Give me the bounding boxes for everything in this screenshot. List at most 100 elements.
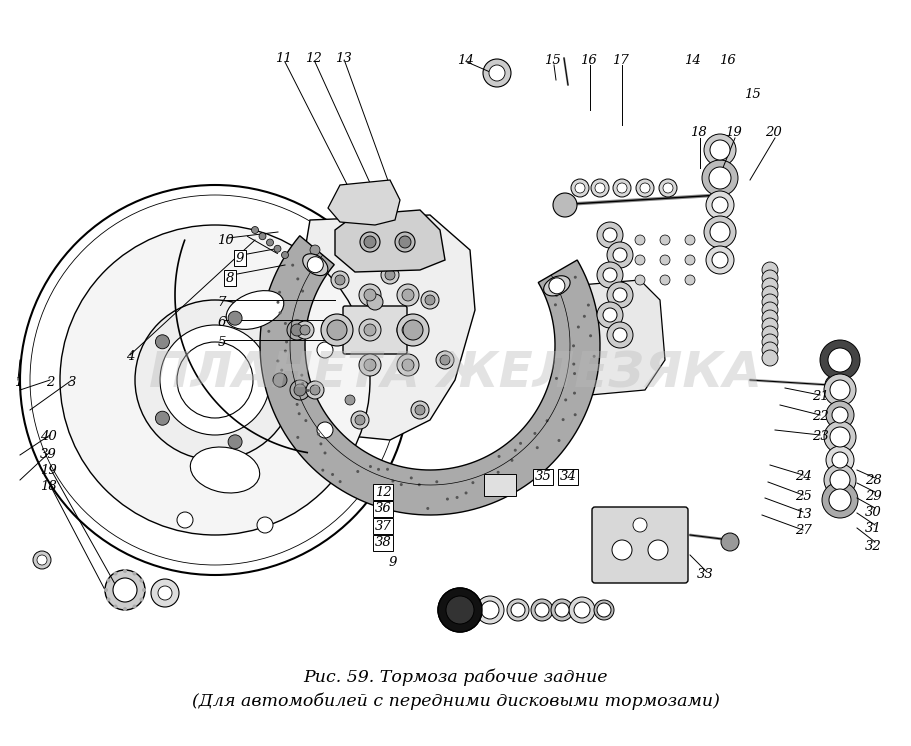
Circle shape [344, 320, 354, 330]
Circle shape [488, 65, 505, 81]
Circle shape [33, 551, 51, 569]
Circle shape [762, 278, 777, 294]
Circle shape [363, 289, 375, 301]
Circle shape [327, 320, 346, 340]
Circle shape [310, 385, 320, 395]
Circle shape [721, 533, 738, 551]
Circle shape [562, 327, 565, 330]
Circle shape [554, 294, 557, 297]
Circle shape [344, 395, 354, 405]
Circle shape [366, 294, 383, 310]
Circle shape [527, 466, 529, 468]
Circle shape [762, 310, 777, 326]
Polygon shape [328, 180, 400, 225]
Circle shape [20, 185, 410, 575]
Circle shape [632, 518, 646, 532]
Circle shape [582, 364, 585, 367]
Circle shape [359, 319, 381, 341]
Circle shape [535, 603, 548, 617]
Circle shape [825, 401, 853, 429]
Circle shape [684, 235, 694, 245]
Circle shape [762, 286, 777, 302]
Circle shape [510, 603, 525, 617]
Text: 9: 9 [388, 556, 397, 568]
Circle shape [426, 493, 429, 496]
Circle shape [575, 316, 578, 319]
Circle shape [710, 222, 729, 242]
Text: 23: 23 [811, 430, 827, 444]
FancyBboxPatch shape [591, 507, 687, 583]
Circle shape [573, 602, 589, 618]
Circle shape [291, 367, 294, 370]
Circle shape [281, 409, 284, 412]
Circle shape [701, 160, 737, 196]
Circle shape [107, 598, 110, 601]
Circle shape [827, 348, 851, 372]
Circle shape [302, 410, 305, 413]
Circle shape [177, 512, 193, 528]
Circle shape [829, 380, 849, 400]
Text: 8: 8 [226, 272, 234, 284]
Polygon shape [294, 215, 475, 440]
Text: 27: 27 [793, 524, 811, 538]
Circle shape [597, 222, 622, 248]
Circle shape [465, 493, 467, 496]
Circle shape [402, 324, 414, 336]
Circle shape [385, 469, 388, 472]
Circle shape [824, 374, 855, 406]
Circle shape [586, 334, 589, 337]
Text: 22: 22 [811, 410, 827, 424]
Circle shape [593, 600, 613, 620]
Circle shape [296, 321, 313, 339]
Circle shape [363, 236, 375, 248]
Circle shape [486, 495, 489, 498]
Circle shape [251, 227, 258, 233]
Polygon shape [260, 236, 599, 515]
Ellipse shape [190, 447, 260, 493]
Circle shape [762, 342, 777, 358]
FancyBboxPatch shape [343, 306, 406, 354]
Circle shape [421, 291, 438, 309]
Text: 1: 1 [14, 375, 22, 389]
Circle shape [259, 233, 266, 239]
Circle shape [435, 351, 454, 369]
Circle shape [558, 397, 562, 400]
Circle shape [363, 478, 365, 481]
Circle shape [283, 340, 286, 343]
Circle shape [306, 381, 323, 399]
Circle shape [711, 252, 727, 268]
Circle shape [710, 140, 729, 160]
Circle shape [612, 179, 630, 197]
Circle shape [602, 308, 617, 322]
Circle shape [435, 478, 437, 481]
Circle shape [612, 328, 626, 342]
Circle shape [398, 236, 411, 248]
Circle shape [569, 391, 572, 394]
Circle shape [299, 392, 302, 395]
Circle shape [607, 242, 632, 268]
Circle shape [634, 255, 644, 265]
Text: 30: 30 [864, 506, 880, 518]
Circle shape [228, 435, 241, 449]
Circle shape [257, 517, 272, 533]
Circle shape [292, 253, 295, 256]
Circle shape [290, 380, 310, 400]
Circle shape [387, 494, 390, 497]
Circle shape [359, 354, 381, 376]
Circle shape [566, 380, 568, 383]
Circle shape [660, 255, 670, 265]
Circle shape [151, 579, 179, 607]
Circle shape [824, 464, 855, 496]
Circle shape [762, 350, 777, 366]
Circle shape [291, 324, 302, 336]
Text: 14: 14 [683, 54, 700, 66]
Circle shape [113, 604, 118, 609]
Circle shape [273, 245, 281, 252]
Circle shape [819, 340, 859, 380]
Circle shape [762, 334, 777, 350]
Circle shape [396, 354, 418, 376]
Circle shape [562, 353, 566, 356]
Text: Рис. 59. Тормоза рабочие задние: Рис. 59. Тормоза рабочие задние [303, 668, 608, 686]
Circle shape [684, 255, 694, 265]
Circle shape [266, 239, 273, 246]
